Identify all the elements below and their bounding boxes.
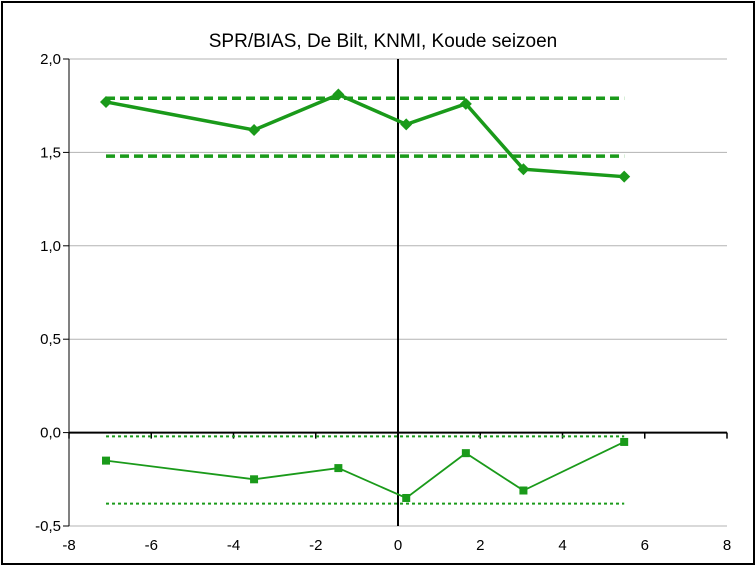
bias-point-marker: [334, 464, 343, 473]
y-tick-label: -0,5: [35, 518, 61, 535]
x-tick-label: 0: [394, 537, 402, 554]
series: [100, 88, 631, 505]
spr-point-marker: [517, 163, 530, 176]
spr-point-marker: [248, 123, 261, 136]
bias-point-marker: [461, 449, 470, 458]
x-tick-label: -2: [309, 537, 322, 554]
bias-series-line: [105, 441, 625, 500]
chart-title: SPR/BIAS, De Bilt, KNMI, Koude seizoen: [209, 31, 558, 52]
y-tick-label: 1,5: [40, 144, 61, 161]
tick-labels: -0,5 0,0 0,5 1,0 1,5 2,0 -8 -6 -4 -2 0 2 4 6 8: [35, 51, 731, 554]
y-tick-label: 0,0: [40, 425, 61, 442]
x-tick-label: 2: [476, 537, 484, 554]
y-tick-label: 2,0: [40, 51, 61, 68]
spr-point-marker: [459, 97, 472, 110]
spr-point-marker: [400, 118, 413, 131]
bias-point-marker: [402, 493, 411, 502]
x-tick-label: 4: [558, 537, 566, 554]
x-tick-label: -8: [62, 537, 75, 554]
x-tick-label: 6: [641, 537, 649, 554]
bias-point-marker: [519, 486, 528, 495]
y-tick-label: 1,0: [40, 238, 61, 255]
bias-point-marker: [620, 437, 629, 446]
x-tick-label: -6: [145, 537, 158, 554]
x-tick-label: 8: [723, 537, 731, 554]
y-tick-label: 0,5: [40, 331, 61, 348]
axes: [63, 58, 728, 527]
spr-series-line: [105, 92, 625, 179]
bias-point-marker: [250, 475, 259, 484]
x-tick-label: -4: [227, 537, 240, 554]
chart-svg: SPR/BIAS, De Bilt, KNMI, Koude seizoen -…: [35, 31, 731, 554]
bias-point-marker: [102, 456, 111, 465]
spr-point-marker: [618, 170, 631, 183]
